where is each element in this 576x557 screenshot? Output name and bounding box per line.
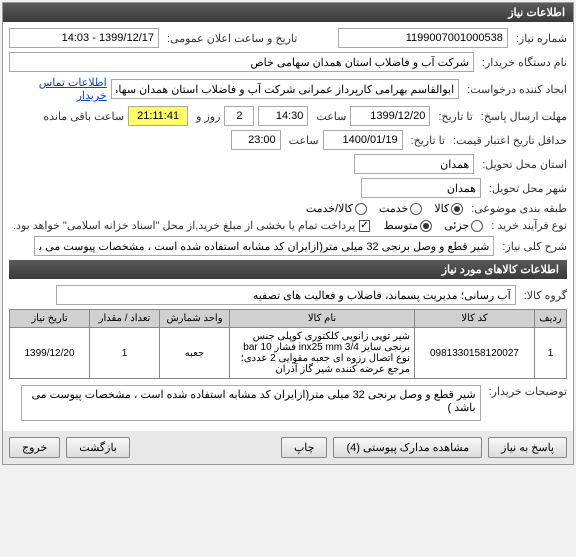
remaining-days-field: [224, 106, 254, 126]
remaining-days-label: روز و: [192, 110, 220, 123]
items-section-header: اطلاعات کالاهای مورد نیاز: [9, 260, 567, 279]
contact-info-link[interactable]: اطلاعات تماس خریدار: [9, 76, 107, 102]
deadline-date-label: تا تاریخ:: [434, 110, 472, 123]
province-field[interactable]: [354, 154, 474, 174]
need-no-label: شماره نیاز:: [512, 32, 567, 45]
process-type-label: نوع فرآیند خرید :: [487, 219, 567, 232]
radio-icon: [355, 203, 367, 215]
city-label: شهر محل تحویل:: [485, 182, 567, 195]
announce-datetime-field[interactable]: [9, 28, 159, 48]
table-header-unit: واحد شمارش: [160, 310, 230, 328]
segmentation-service-radio[interactable]: خدمت: [379, 202, 422, 215]
treasury-checkbox[interactable]: ✓: [359, 220, 369, 232]
table-cell: 1: [535, 328, 567, 379]
table-header-date: تاریخ نیاز: [10, 310, 90, 328]
radio-icon: [420, 220, 432, 232]
province-label: استان محل تحویل:: [478, 158, 567, 171]
buyer-notes-field[interactable]: [21, 385, 481, 421]
main-panel-header: اطلاعات نیاز: [3, 3, 573, 22]
table-header-qty: تعداد / مقدار: [90, 310, 160, 328]
process-medium-radio[interactable]: متوسط: [384, 219, 433, 232]
exit-button[interactable]: خروج: [9, 437, 60, 458]
validity-time-label: ساعت: [285, 134, 319, 147]
table-cell: شیر توپی زانویی کلکتوری کوپلی جنس برنجی …: [230, 328, 415, 379]
goods-group-label: گروه کالا:: [520, 289, 567, 302]
process-medium-label: متوسط: [384, 219, 419, 232]
attachments-button[interactable]: مشاهده مدارک پیوستی (4): [333, 437, 482, 458]
segmentation-goods-radio[interactable]: کالا: [434, 202, 463, 215]
validity-date-label: تا تاریخ:: [407, 134, 445, 147]
segmentation-goods-label: کالا: [434, 202, 449, 215]
remaining-time-field: [128, 106, 188, 126]
deadline-time-field[interactable]: [258, 106, 308, 126]
radio-icon: [471, 220, 483, 232]
remaining-label: ساعت باقی مانده: [39, 110, 124, 123]
deadline-time-label: ساعت: [312, 110, 346, 123]
payment-note: پرداخت تمام یا بخشی از مبلغ خرید,از محل …: [9, 219, 355, 232]
validity-date-field[interactable]: [323, 130, 403, 150]
table-cell: 1399/12/20: [10, 328, 90, 379]
need-title-field[interactable]: [34, 236, 494, 256]
radio-icon: [410, 203, 422, 215]
goods-group-field[interactable]: [56, 285, 516, 305]
deadline-date-field[interactable]: [350, 106, 430, 126]
back-button[interactable]: بازگشت: [66, 437, 130, 458]
validity-time-field[interactable]: [231, 130, 281, 150]
need-title-label: شرح کلی نیاز:: [498, 240, 567, 253]
requester-label: ایجاد کننده درخواست:: [463, 83, 567, 96]
segmentation-label: طبقه بندی موضوعی:: [467, 202, 567, 215]
segmentation-goods-service-radio[interactable]: کالا/خدمت: [306, 202, 367, 215]
city-field[interactable]: [361, 178, 481, 198]
table-header-code: کد کالا: [415, 310, 535, 328]
requester-field[interactable]: [111, 79, 459, 99]
radio-icon: [451, 203, 463, 215]
process-small-label: جزئی: [444, 219, 469, 232]
table-header-name: نام کالا: [230, 310, 415, 328]
announce-datetime-label: تاریخ و ساعت اعلان عمومی:: [163, 32, 297, 45]
items-table: ردیف کد کالا نام کالا واحد شمارش تعداد /…: [9, 309, 567, 379]
table-cell: 1: [90, 328, 160, 379]
table-header-index: ردیف: [535, 310, 567, 328]
table-cell: 0981330158120027: [415, 328, 535, 379]
reply-button[interactable]: پاسخ به نیاز: [488, 437, 567, 458]
print-button[interactable]: چاپ: [281, 437, 328, 458]
segmentation-goods-service-label: کالا/خدمت: [306, 202, 353, 215]
table-row[interactable]: 1 0981330158120027 شیر توپی زانویی کلکتو…: [10, 328, 567, 379]
segmentation-service-label: خدمت: [379, 202, 408, 215]
process-small-radio[interactable]: جزئی: [444, 219, 483, 232]
buyer-notes-label: توضیحات خریدار:: [485, 385, 567, 398]
buyer-name-label: نام دستگاه خریدار:: [478, 56, 567, 69]
validity-label: حداقل تاریخ اعتبار قیمت:: [449, 134, 567, 147]
need-no-field[interactable]: [338, 28, 508, 48]
deadline-label: مهلت ارسال پاسخ:: [477, 110, 567, 123]
buyer-name-field[interactable]: [9, 52, 474, 72]
table-cell: جعبه: [160, 328, 230, 379]
